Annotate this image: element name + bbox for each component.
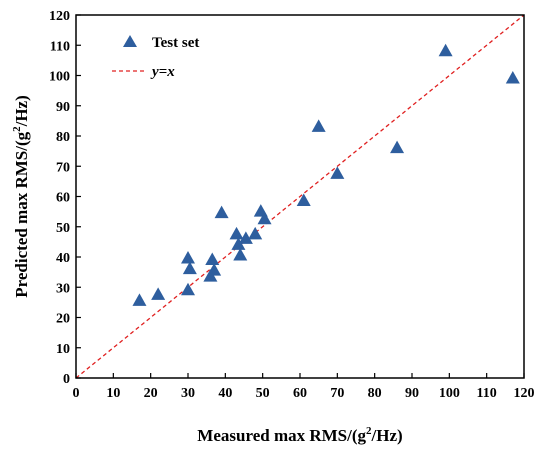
y-tick-label: 10 bbox=[56, 342, 70, 357]
data-point-triangle bbox=[330, 166, 345, 179]
x-axis-title: Measured max RMS/(g2/Hz) bbox=[197, 425, 402, 445]
data-point-triangle bbox=[207, 263, 222, 276]
data-point-triangle bbox=[205, 252, 220, 266]
x-tick-label: 110 bbox=[477, 386, 497, 401]
x-tick-label: 50 bbox=[256, 386, 270, 401]
data-point-triangle bbox=[233, 247, 248, 261]
data-point-triangle bbox=[182, 261, 197, 275]
reference-line-y-equals-x bbox=[75, 14, 525, 379]
y-tick-label: 120 bbox=[49, 9, 70, 24]
data-point-triangle bbox=[238, 231, 253, 244]
x-tick-label: 40 bbox=[218, 386, 232, 401]
x-tick-label: 70 bbox=[330, 386, 344, 401]
x-tick-label: 120 bbox=[514, 386, 535, 401]
x-tick-label: 80 bbox=[368, 386, 382, 401]
reference-line-layer bbox=[75, 14, 525, 379]
x-tick-label: 100 bbox=[439, 386, 460, 401]
legend: Test set y=x bbox=[112, 35, 199, 80]
y-tick-label: 100 bbox=[49, 70, 70, 85]
data-points bbox=[132, 43, 520, 306]
x-tick-label: 30 bbox=[181, 386, 195, 401]
y-tick-label: 40 bbox=[56, 251, 70, 266]
data-point-triangle bbox=[132, 293, 147, 306]
data-point-triangle bbox=[390, 140, 405, 154]
x-tick-label: 10 bbox=[106, 386, 120, 401]
data-point-triangle bbox=[181, 282, 195, 296]
legend-label-test-set: Test set bbox=[152, 35, 199, 51]
x-tick-label: 0 bbox=[73, 386, 80, 401]
y-axis-ticks: 0 10 20 30 40 50 60 70 80 90 100 110 120 bbox=[49, 9, 81, 387]
y-tick-label: 20 bbox=[56, 312, 70, 327]
data-point-triangle bbox=[181, 251, 195, 264]
y-tick-label: 30 bbox=[56, 281, 70, 296]
data-point-triangle bbox=[296, 193, 311, 207]
legend-label-y-equals-x: y=x bbox=[150, 64, 175, 80]
data-point-triangle bbox=[505, 71, 520, 84]
legend-triangle-marker bbox=[123, 35, 137, 47]
x-tick-label: 20 bbox=[144, 386, 158, 401]
y-tick-label: 60 bbox=[56, 191, 70, 206]
y-tick-label: 80 bbox=[56, 130, 70, 145]
data-point-triangle bbox=[311, 119, 326, 132]
data-point-triangle bbox=[257, 211, 272, 225]
data-point-triangle bbox=[229, 226, 244, 240]
y-axis-title: Predicted max RMS/(g2/Hz) bbox=[11, 95, 31, 298]
data-point-triangle bbox=[151, 287, 166, 300]
y-tick-label: 90 bbox=[56, 100, 70, 115]
x-axis-ticks: 0 10 20 30 40 50 60 70 80 90 100 110 120 bbox=[73, 373, 535, 401]
data-point-triangle bbox=[231, 237, 246, 250]
data-point-triangle bbox=[248, 226, 263, 240]
y-tick-label: 110 bbox=[50, 39, 70, 54]
x-tick-label: 90 bbox=[405, 386, 419, 401]
y-tick-label: 50 bbox=[56, 221, 70, 236]
x-tick-label: 60 bbox=[293, 386, 307, 401]
data-point-triangle bbox=[438, 43, 453, 57]
data-point-triangle bbox=[214, 205, 229, 219]
y-tick-label: 0 bbox=[63, 372, 70, 387]
y-tick-label: 70 bbox=[56, 160, 70, 175]
